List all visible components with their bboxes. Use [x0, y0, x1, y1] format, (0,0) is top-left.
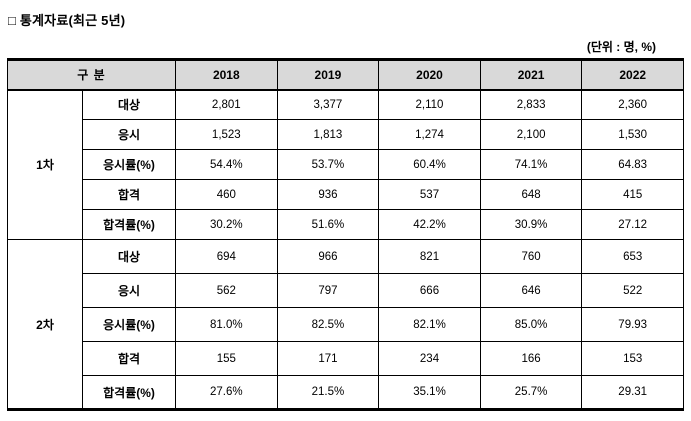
value-cell: 797 [276, 273, 380, 308]
value-cell: 27.6% [175, 375, 278, 410]
table-body: 1차 대상 2,801 3,377 2,110 2,833 2,360 응시 1,523 1,81… [7, 89, 684, 410]
column-header-year: 2020 [378, 59, 481, 91]
value-cell: 82.1% [378, 307, 481, 342]
value-cell: 42.2% [378, 209, 481, 240]
statistics-table: 구 분 2018 2019 2020 2021 2022 1차 대상 2,801 3,… [6, 58, 684, 411]
value-cell: 648 [479, 179, 583, 210]
value-cell: 1,530 [581, 119, 684, 150]
table-row: 합격 155 171 234 166 153 [8, 341, 684, 376]
value-cell: 25.7% [479, 375, 583, 410]
row-label: 합격률(%) [81, 209, 177, 240]
table-row: 응시 1,523 1,813 1,274 2,100 1,530 [8, 119, 684, 150]
table-row: 합격률(%) 30.2% 51.6% 42.2% 30.9% 27.12 [8, 209, 684, 240]
row-label: 대상 [81, 89, 177, 120]
value-cell: 30.2% [175, 209, 278, 240]
value-cell: 81.0% [175, 307, 278, 342]
value-cell: 166 [479, 341, 583, 376]
value-cell: 3,377 [276, 89, 380, 120]
value-cell: 653 [581, 239, 684, 274]
row-label: 응시률(%) [81, 149, 177, 180]
value-cell: 2,801 [175, 89, 278, 120]
table-row: 합격률(%) 27.6% 21.5% 35.1% 25.7% 29.31 [8, 375, 684, 410]
value-cell: 30.9% [479, 209, 583, 240]
value-cell: 153 [581, 341, 684, 376]
value-cell: 966 [276, 239, 380, 274]
value-cell: 1,274 [378, 119, 481, 150]
value-cell: 85.0% [479, 307, 583, 342]
row-label: 응시률(%) [81, 307, 177, 342]
value-cell: 646 [479, 273, 583, 308]
value-cell: 1,523 [175, 119, 278, 150]
group-label: 1차 [7, 89, 83, 240]
value-cell: 2,110 [378, 89, 481, 120]
value-cell: 155 [175, 341, 278, 376]
column-header-year: 2021 [479, 59, 583, 91]
table-row: 응시률(%) 81.0% 82.5% 82.1% 85.0% 79.93 [8, 307, 684, 342]
row-label: 응시 [81, 273, 177, 308]
column-header-year: 2022 [581, 59, 684, 91]
value-cell: 27.12 [581, 209, 684, 240]
value-cell: 79.93 [581, 307, 684, 342]
page-title: □ 통계자료(최근 5년) [8, 13, 126, 28]
row-label: 대상 [81, 239, 177, 274]
value-cell: 2,833 [479, 89, 583, 120]
value-cell: 60.4% [378, 149, 481, 180]
value-cell: 54.4% [175, 149, 278, 180]
table-row: 응시 562 797 666 646 522 [8, 273, 684, 308]
value-cell: 1,813 [276, 119, 380, 150]
value-cell: 694 [175, 239, 278, 274]
value-cell: 2,360 [581, 89, 684, 120]
value-cell: 35.1% [378, 375, 481, 410]
value-cell: 53.7% [276, 149, 380, 180]
group-label: 2차 [7, 239, 83, 410]
row-label: 합격 [81, 179, 177, 210]
value-cell: 234 [378, 341, 481, 376]
value-cell: 666 [378, 273, 481, 308]
column-header-year: 2019 [276, 59, 380, 91]
value-cell: 537 [378, 179, 481, 210]
row-label: 합격률(%) [81, 375, 177, 410]
value-cell: 522 [581, 273, 684, 308]
value-cell: 29.31 [581, 375, 684, 410]
table-row: 2차 대상 694 966 821 760 653 [7, 239, 684, 410]
value-cell: 760 [479, 239, 583, 274]
value-cell: 171 [276, 341, 380, 376]
unit-note: (단위 : 명, %) [586, 40, 656, 54]
value-cell: 2,100 [479, 119, 583, 150]
value-cell: 21.5% [276, 375, 380, 410]
row-label: 응시 [81, 119, 177, 150]
table-row: 합격 460 936 537 648 415 [8, 179, 684, 210]
table-row: 1차 대상 2,801 3,377 2,110 2,833 2,360 [7, 89, 684, 240]
row-label: 합격 [81, 341, 177, 376]
value-cell: 415 [581, 179, 684, 210]
value-cell: 51.6% [276, 209, 380, 240]
table-header-row: 구 분 2018 2019 2020 2021 2022 [6, 59, 684, 91]
column-header-category: 구 분 [6, 59, 177, 91]
column-header-year: 2018 [175, 59, 278, 91]
value-cell: 936 [276, 179, 380, 210]
value-cell: 74.1% [479, 149, 583, 180]
value-cell: 82.5% [276, 307, 380, 342]
value-cell: 821 [378, 239, 481, 274]
value-cell: 64.83 [581, 149, 684, 180]
value-cell: 460 [175, 179, 278, 210]
table-row: 응시률(%) 54.4% 53.7% 60.4% 74.1% 64.83 [8, 149, 684, 180]
value-cell: 562 [175, 273, 278, 308]
